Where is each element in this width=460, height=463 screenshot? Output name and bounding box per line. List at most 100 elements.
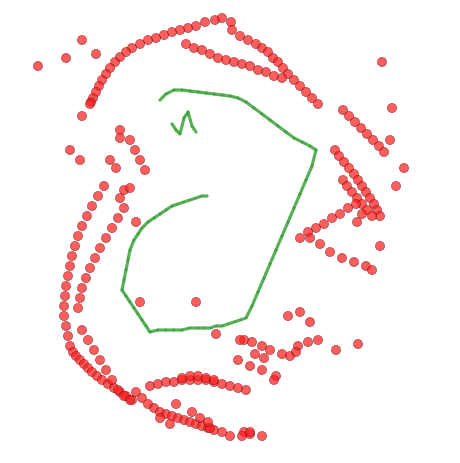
- scatter-point: [249, 348, 260, 359]
- scatter-point: [77, 111, 88, 122]
- scatter-point: [125, 134, 136, 145]
- scatter-point: [107, 222, 118, 233]
- scatter-point: [304, 316, 315, 327]
- scatter-point: [190, 296, 201, 307]
- scatter-point: [85, 99, 96, 110]
- scatter-point: [350, 198, 361, 209]
- scatter-point: [199, 16, 210, 27]
- scatter-point: [244, 61, 255, 72]
- scatter-point: [73, 302, 84, 313]
- path-segment: [190, 124, 198, 134]
- path-segment: [122, 268, 128, 282]
- scatter-point: [134, 39, 145, 50]
- scatter-point: [216, 12, 227, 23]
- scatter-point: [75, 154, 86, 165]
- scatter-point: [374, 240, 385, 251]
- scatter-point: [256, 364, 267, 375]
- scatter-point: [324, 246, 335, 257]
- scatter-point: [232, 354, 243, 365]
- scatter-point: [77, 35, 88, 46]
- scatter-point: [300, 87, 311, 98]
- scatter-point: [90, 252, 101, 263]
- scatter-point: [101, 232, 112, 243]
- scatter-point: [139, 164, 150, 175]
- path-segment: [178, 116, 186, 136]
- scatter-point: [234, 334, 245, 345]
- path-segment: [120, 278, 126, 292]
- scatter-point: [244, 426, 255, 437]
- scatter-point: [89, 344, 100, 355]
- scatter-point: [61, 280, 72, 291]
- scatter-point: [342, 202, 353, 213]
- scatter-point: [336, 252, 347, 263]
- scatter-point: [87, 200, 98, 211]
- scatter-point: [302, 336, 313, 347]
- scatter-point: [142, 35, 153, 46]
- scatter-point: [63, 330, 74, 341]
- scatter-point: [246, 336, 257, 347]
- scatter-point: [366, 264, 377, 275]
- path-segment: [274, 234, 284, 252]
- path-segment: [304, 164, 314, 182]
- path-segment: [256, 276, 266, 294]
- scatter-point: [186, 406, 197, 417]
- scatter-point: [33, 61, 44, 72]
- scatter-point: [376, 57, 387, 68]
- scatter-point: [366, 210, 377, 221]
- scatter-point: [264, 344, 275, 355]
- scatter-point: [288, 75, 299, 86]
- scatter-point: [337, 105, 348, 116]
- scatter-point: [82, 210, 93, 221]
- scatter-point: [294, 232, 305, 243]
- scatter-point: [384, 134, 395, 145]
- path-segment: [268, 118, 280, 128]
- scatter-point: [93, 190, 104, 201]
- scatter-point: [125, 182, 136, 193]
- scatter-point: [101, 364, 112, 375]
- scatter-point: [107, 374, 118, 385]
- scatter-point: [164, 418, 175, 429]
- path-segment: [298, 178, 308, 196]
- scatter-point: [65, 260, 76, 271]
- path-segment: [286, 206, 296, 224]
- scatter-point: [194, 412, 205, 423]
- path-segment: [126, 248, 132, 262]
- scatter-point: [154, 412, 165, 423]
- scatter-point: [129, 144, 140, 155]
- scatter-point: [77, 220, 88, 231]
- scatter-point: [65, 144, 76, 155]
- scatter-point: [343, 111, 354, 122]
- scatter-point: [361, 128, 372, 139]
- path-segment: [262, 262, 272, 280]
- path-segment: [124, 258, 130, 272]
- scatter-point: [312, 334, 323, 345]
- scatter-point: [136, 392, 147, 403]
- red-points-layer: [33, 12, 409, 441]
- scatter-point: [242, 35, 253, 46]
- scatter-point: [216, 426, 227, 437]
- scatter-point: [91, 49, 102, 60]
- scatter-point: [352, 338, 363, 349]
- path-segment: [252, 106, 264, 116]
- scatter-point: [170, 398, 181, 409]
- path-segment: [186, 110, 194, 128]
- scatter-point: [61, 53, 72, 64]
- scatter-point: [390, 180, 401, 191]
- scatter-point: [224, 430, 235, 441]
- scatter-point: [334, 208, 345, 219]
- scatter-point: [378, 146, 389, 157]
- scatter-point: [355, 123, 366, 134]
- scatter-point: [75, 292, 86, 303]
- path-segment: [284, 130, 296, 140]
- scatter-point: [294, 306, 305, 317]
- scatter-point: [234, 30, 245, 41]
- green-path-layer: [120, 88, 318, 334]
- scatter-point: [318, 218, 329, 229]
- scatter-point: [115, 192, 126, 203]
- scatter-point: [310, 222, 321, 233]
- scatter-point: [130, 386, 141, 397]
- scatter-point: [386, 103, 397, 114]
- scatter-point: [119, 202, 130, 213]
- scatter-point: [60, 290, 71, 301]
